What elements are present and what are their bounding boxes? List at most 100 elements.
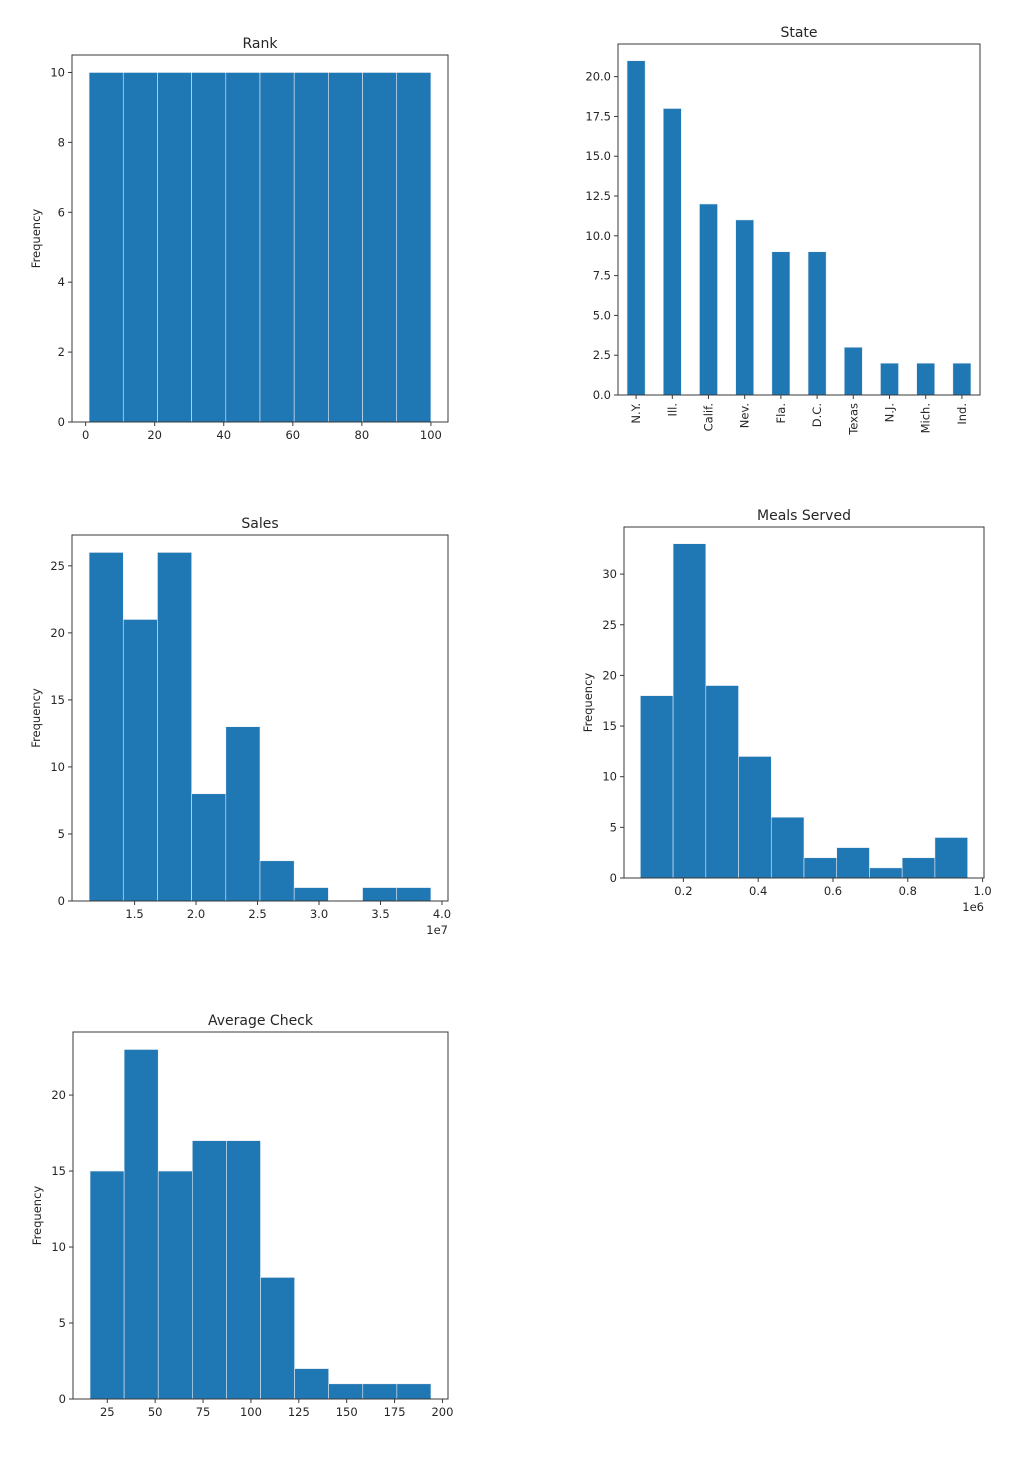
y-tick-label: 0	[59, 1392, 66, 1406]
y-tick-label: 8	[58, 135, 65, 149]
histogram-bar	[123, 1049, 159, 1400]
x-tick-label: 3.0	[310, 907, 328, 921]
x-tick-label: D.C.	[810, 403, 824, 427]
x-tick-label: 125	[288, 1405, 310, 1419]
chart-title: Rank	[243, 36, 279, 52]
histogram-bar	[226, 1140, 261, 1400]
chart-meals: Meals Served 0.2 0.4 0.6 0.8 1.0 1e6 0 5 10 15 20 25…	[581, 508, 992, 914]
y-tick-label: 30	[602, 567, 617, 581]
histogram-bar	[293, 72, 329, 423]
histogram-bar	[362, 887, 398, 902]
y-axis-label: Frequency	[30, 1186, 44, 1246]
histogram-bar	[328, 1383, 364, 1400]
x-tick-label: Ill.	[665, 403, 679, 416]
chart-avgcheck: Average Check 25 50 75 100 125 150 175 200 0 5 10 15…	[30, 1013, 453, 1419]
y-tick-label: 10	[50, 65, 65, 79]
x-tick-label: 200	[431, 1405, 453, 1419]
x-tick-label: 2.5	[248, 907, 266, 921]
bar-nj	[880, 362, 899, 396]
x-tick-label: 20	[147, 428, 162, 442]
histogram-bar	[225, 726, 261, 902]
histogram-bar	[396, 887, 432, 902]
histogram-bar	[259, 860, 295, 902]
histogram-bar	[705, 685, 739, 879]
x-tick-label: 80	[355, 428, 370, 442]
y-tick-label: 15	[51, 1164, 66, 1178]
histogram-bar	[803, 857, 838, 879]
histogram-bar	[672, 543, 707, 879]
y-tick-label: 0	[610, 871, 617, 885]
x-tick-label: 1.5	[125, 907, 143, 921]
chart-title: Sales	[241, 516, 278, 532]
y-tick-label: 0	[58, 894, 65, 908]
x-tick-label: 0.8	[899, 884, 917, 898]
histogram-bar	[89, 1170, 125, 1400]
x-tick-label: N.J.	[883, 403, 897, 422]
y-tick-label: 5	[59, 1316, 66, 1330]
chart-title: Average Check	[208, 1013, 314, 1029]
y-tick-label: 25	[50, 559, 65, 573]
y-tick-label: 25	[602, 618, 617, 632]
x-tick-label: 2.0	[187, 907, 205, 921]
axes-frame	[617, 43, 981, 396]
x-tick-label: 150	[336, 1405, 358, 1419]
chart-title: State	[780, 25, 817, 41]
histogram-bar	[869, 867, 903, 879]
y-tick-label: 15	[602, 719, 617, 733]
x-offset-label: 1e6	[962, 900, 984, 914]
y-tick-label: 0.0	[593, 388, 611, 402]
y-tick-label: 20	[51, 1088, 66, 1102]
y-tick-label: 5	[610, 820, 617, 834]
y-tick-label: 6	[58, 205, 65, 219]
x-tick-label: 0.4	[749, 884, 767, 898]
x-tick-label: 0.6	[824, 884, 842, 898]
histogram-bar	[259, 72, 295, 423]
histogram-bar	[901, 857, 936, 879]
bar-ny	[626, 60, 646, 396]
y-tick-label: 20.0	[585, 70, 611, 84]
bar-ill	[662, 108, 682, 396]
y-tick-label: 7.5	[593, 269, 611, 283]
x-tick-label: 100	[420, 428, 442, 442]
axes-frame	[72, 1031, 449, 1400]
histogram-bar	[88, 552, 124, 902]
histogram-bar	[191, 72, 227, 423]
y-tick-label: 17.5	[585, 109, 611, 123]
histogram-bar	[934, 837, 968, 879]
y-tick-label: 5	[58, 827, 65, 841]
x-tick-label: Fla.	[774, 403, 788, 424]
x-tick-label: 100	[240, 1405, 262, 1419]
histogram-bar	[157, 1170, 193, 1400]
axes-frame	[71, 54, 449, 423]
chart-rank: Rank 0 20 40 60 80 100 0 2 4 6 8 10 Frequency	[29, 36, 449, 442]
x-tick-label: 0	[82, 428, 89, 442]
chart-title: Meals Served	[757, 508, 851, 524]
y-tick-label: 10	[51, 1240, 66, 1254]
x-tick-label: 25	[100, 1405, 115, 1419]
y-tick-label: 10	[602, 770, 617, 784]
histogram-bar	[157, 552, 192, 902]
histogram-bar	[191, 793, 227, 902]
y-tick-label: 2.5	[593, 348, 611, 362]
histogram-bar	[362, 1383, 398, 1400]
histogram-bar	[225, 72, 261, 423]
x-tick-label: Mich.	[919, 403, 933, 433]
y-tick-label: 20	[50, 626, 65, 640]
x-tick-label: Nev.	[738, 403, 752, 428]
y-axis-label: Frequency	[29, 209, 43, 269]
x-offset-label: 1e7	[426, 923, 448, 937]
histogram-bar	[738, 756, 772, 879]
x-tick-label: 1.0	[973, 884, 991, 898]
histogram-bar	[836, 847, 870, 879]
y-tick-label: 0	[58, 415, 65, 429]
bar-dc	[807, 251, 827, 396]
histogram-bar	[122, 72, 158, 423]
y-tick-label: 5.0	[593, 308, 611, 322]
histogram-bar	[362, 72, 398, 423]
histogram-bar	[122, 619, 158, 902]
histogram-bar	[396, 1383, 432, 1400]
axes-frame	[71, 534, 449, 902]
y-tick-label: 10.0	[585, 229, 611, 243]
x-tick-label: 0.2	[674, 884, 692, 898]
